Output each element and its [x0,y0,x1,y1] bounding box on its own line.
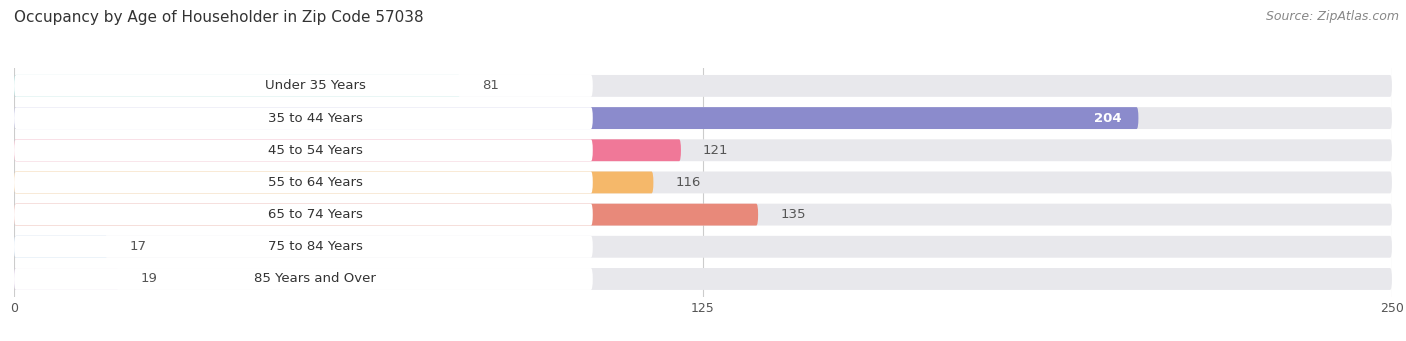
Text: 135: 135 [780,208,806,221]
Text: 85 Years and Over: 85 Years and Over [254,272,375,285]
FancyBboxPatch shape [14,107,1139,129]
FancyBboxPatch shape [14,172,1392,193]
FancyBboxPatch shape [14,268,593,290]
FancyBboxPatch shape [14,139,681,161]
FancyBboxPatch shape [14,75,593,97]
FancyBboxPatch shape [14,139,1392,161]
Text: 121: 121 [703,144,728,157]
FancyBboxPatch shape [14,236,1392,258]
Text: 17: 17 [129,240,146,253]
Text: 65 to 74 Years: 65 to 74 Years [267,208,363,221]
Text: 55 to 64 Years: 55 to 64 Years [267,176,363,189]
Text: 45 to 54 Years: 45 to 54 Years [267,144,363,157]
FancyBboxPatch shape [14,204,1392,225]
FancyBboxPatch shape [14,236,108,258]
FancyBboxPatch shape [14,236,593,258]
Text: 116: 116 [675,176,700,189]
FancyBboxPatch shape [14,268,118,290]
Text: 204: 204 [1094,112,1122,124]
FancyBboxPatch shape [14,139,593,161]
FancyBboxPatch shape [14,75,461,97]
Text: 81: 81 [482,79,499,92]
FancyBboxPatch shape [14,172,593,193]
FancyBboxPatch shape [14,268,1392,290]
FancyBboxPatch shape [14,107,1392,129]
Text: Source: ZipAtlas.com: Source: ZipAtlas.com [1265,10,1399,23]
FancyBboxPatch shape [14,107,593,129]
FancyBboxPatch shape [14,204,758,225]
Text: Under 35 Years: Under 35 Years [264,79,366,92]
FancyBboxPatch shape [14,75,1392,97]
Text: 35 to 44 Years: 35 to 44 Years [267,112,363,124]
Text: 75 to 84 Years: 75 to 84 Years [267,240,363,253]
Text: 19: 19 [141,272,157,285]
Text: Occupancy by Age of Householder in Zip Code 57038: Occupancy by Age of Householder in Zip C… [14,10,423,25]
FancyBboxPatch shape [14,172,654,193]
FancyBboxPatch shape [14,204,593,225]
